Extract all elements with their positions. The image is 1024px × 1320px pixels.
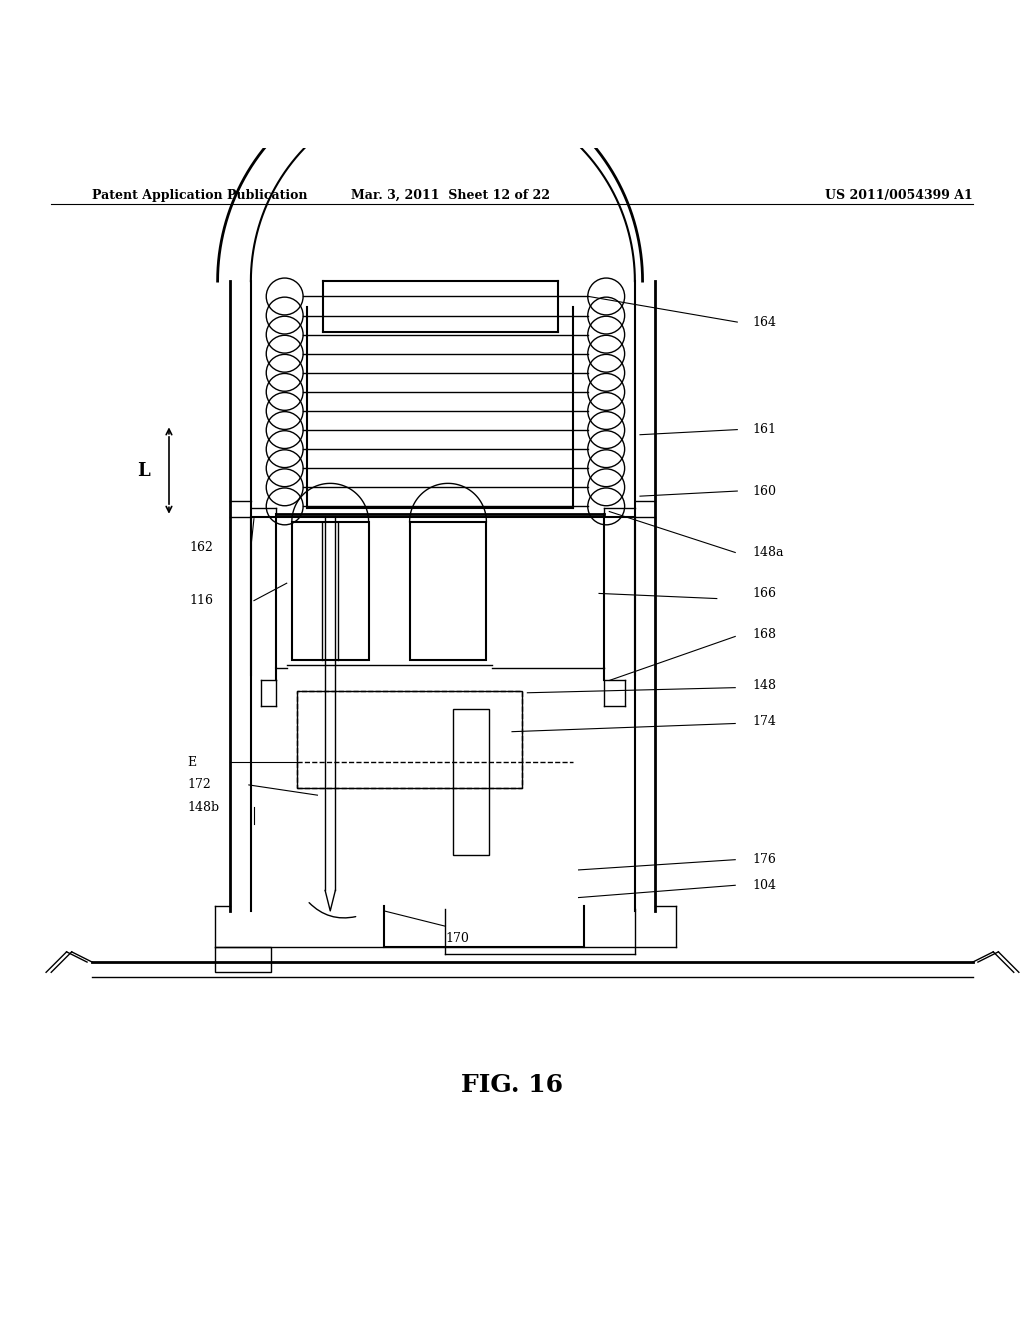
Bar: [297, 690, 522, 788]
Text: 148a: 148a: [753, 546, 784, 558]
Text: 164: 164: [753, 315, 776, 329]
Text: 148b: 148b: [187, 801, 219, 814]
Text: US 2011/0054399 A1: US 2011/0054399 A1: [825, 189, 973, 202]
Text: Patent Application Publication: Patent Application Publication: [92, 189, 307, 202]
Text: E: E: [187, 756, 197, 768]
Text: FIG. 16: FIG. 16: [461, 1073, 563, 1097]
Text: 161: 161: [753, 424, 776, 436]
Text: 176: 176: [753, 853, 776, 866]
Text: 116: 116: [189, 594, 213, 607]
Text: 160: 160: [753, 484, 776, 498]
Text: 166: 166: [753, 587, 776, 599]
Bar: [453, 709, 489, 854]
Text: 162: 162: [189, 541, 213, 554]
Bar: [297, 690, 522, 788]
Text: 104: 104: [753, 879, 776, 892]
Text: L: L: [137, 462, 150, 479]
Text: 148: 148: [753, 678, 776, 692]
Bar: [292, 521, 369, 660]
Text: 172: 172: [187, 779, 211, 792]
Text: 170: 170: [445, 932, 469, 945]
Text: 168: 168: [753, 628, 776, 642]
Text: Mar. 3, 2011  Sheet 12 of 22: Mar. 3, 2011 Sheet 12 of 22: [351, 189, 550, 202]
Bar: [410, 521, 486, 660]
Text: 174: 174: [753, 715, 776, 727]
Bar: [215, 946, 271, 973]
